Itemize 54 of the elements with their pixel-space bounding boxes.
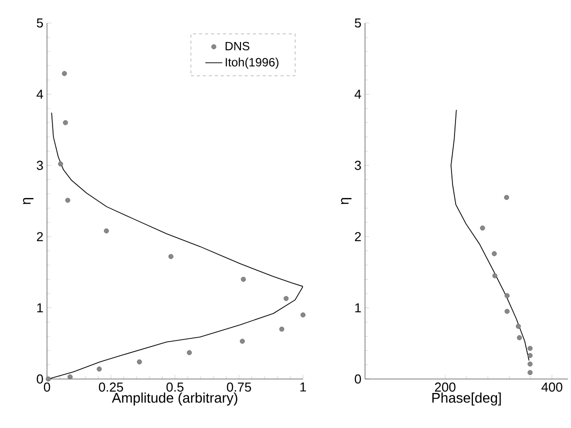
point — [492, 251, 497, 256]
point — [96, 366, 102, 372]
point — [300, 312, 306, 318]
point — [279, 326, 284, 332]
y-axis-title: η — [341, 198, 352, 204]
line-series — [450, 109, 530, 361]
x-tick-label: 1 — [300, 382, 306, 392]
point — [136, 359, 142, 364]
x-tick-label: 0.25 — [98, 382, 124, 392]
point — [104, 228, 109, 234]
y-tick-label: 2 — [36, 232, 43, 242]
y-tick-label: 5 — [354, 18, 361, 28]
x-tick-label: 0 — [44, 382, 50, 392]
point — [186, 350, 192, 356]
point — [240, 338, 245, 344]
x-tick-label: 0.5 — [166, 382, 184, 392]
point — [65, 198, 70, 203]
point — [46, 376, 51, 382]
point — [516, 324, 521, 329]
x-tick-label: 0.75 — [226, 382, 252, 392]
point — [480, 226, 486, 231]
y-tick-label: 3 — [36, 160, 43, 170]
point — [528, 353, 533, 358]
y-tick-label: 3 — [354, 160, 361, 170]
x-axis-title: Amplitude (arbitrary) — [112, 392, 238, 406]
point — [504, 194, 510, 200]
y-tick-label: 4 — [354, 90, 362, 99]
point — [168, 254, 174, 260]
y-tick-label: 0 — [354, 374, 361, 384]
x-tick-label: 400 — [541, 382, 562, 392]
point — [516, 335, 522, 340]
point — [504, 293, 510, 298]
y-tick-label: 1 — [355, 303, 361, 312]
x-tick-label: 200 — [434, 382, 456, 392]
point — [528, 370, 533, 376]
point — [492, 273, 498, 278]
y-tick-label: 0 — [36, 374, 43, 384]
point — [528, 346, 533, 351]
y-tick-label: 1 — [37, 303, 43, 312]
point — [68, 374, 73, 380]
y-tick-label: 2 — [354, 232, 361, 242]
y-tick-label: 5 — [36, 18, 43, 28]
x-axis-title: Phase[deg] — [432, 392, 501, 406]
legend-label: DNS — [226, 42, 250, 50]
point — [240, 276, 246, 282]
point — [62, 71, 67, 76]
point — [528, 362, 533, 367]
point — [58, 161, 64, 166]
point — [504, 308, 510, 314]
point — [62, 120, 68, 126]
point — [284, 296, 289, 302]
y-axis-title: η — [23, 198, 34, 204]
y-tick-label: 4 — [36, 90, 44, 99]
legend-label: Itoh(1996) — [226, 58, 278, 69]
